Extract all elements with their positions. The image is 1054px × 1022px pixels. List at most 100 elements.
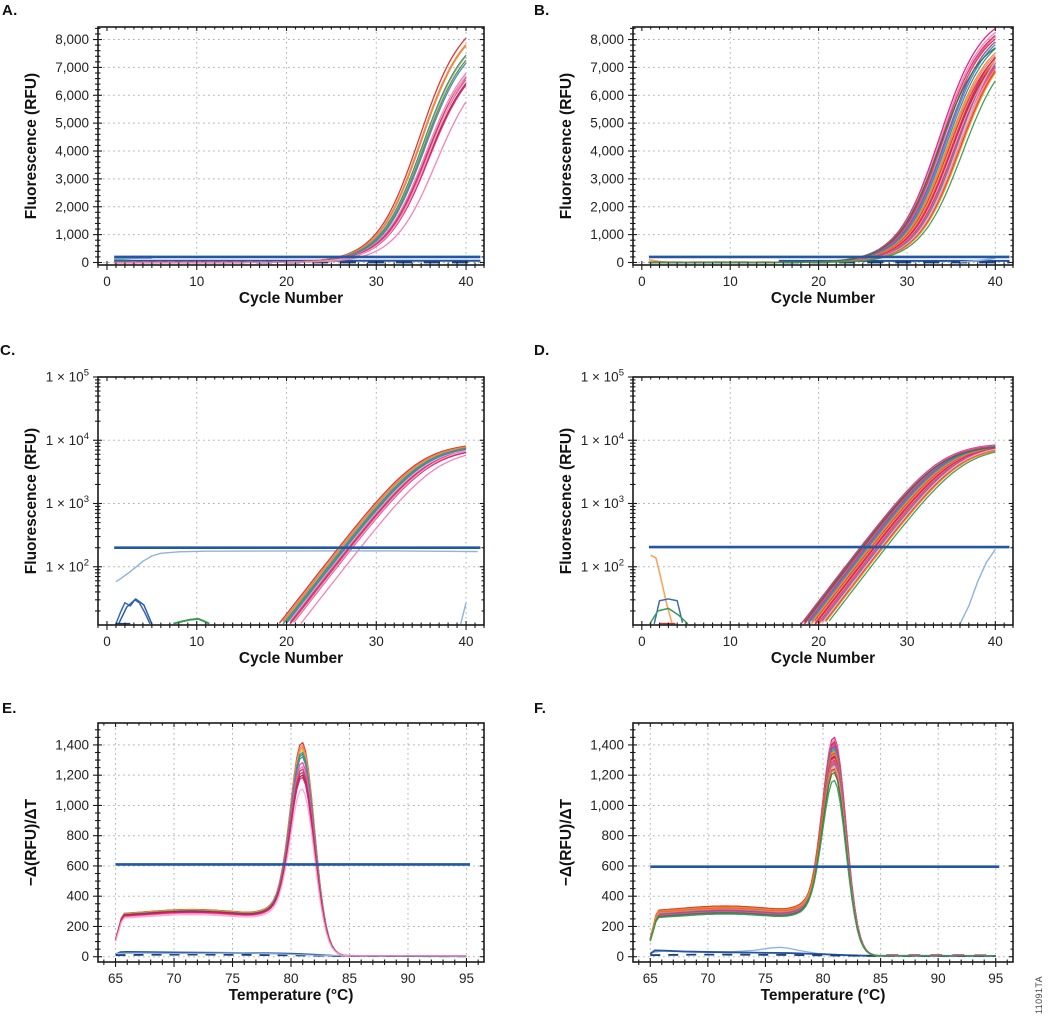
svg-text:0: 0 xyxy=(103,634,111,649)
svg-text:30: 30 xyxy=(899,634,914,649)
svg-text:1 × 103: 1 × 103 xyxy=(581,494,624,511)
svg-text:95: 95 xyxy=(988,971,1003,986)
svg-text:6,000: 6,000 xyxy=(590,88,624,103)
svg-text:95: 95 xyxy=(459,971,474,986)
svg-text:Fluorescence (RFU): Fluorescence (RFU) xyxy=(558,428,575,574)
svg-text:80: 80 xyxy=(815,971,830,986)
svg-text:0: 0 xyxy=(616,949,624,964)
svg-text:Cycle Number: Cycle Number xyxy=(239,650,343,667)
svg-text:2,000: 2,000 xyxy=(590,199,624,214)
figure-number-vertical-text: 11091TA xyxy=(1034,976,1044,1014)
svg-text:200: 200 xyxy=(601,919,624,934)
panel-a: A. 0 10 20 30 40 0 1,000 2,000 3,000 4,000 5,000 6,… xyxy=(0,0,527,330)
svg-text:800: 800 xyxy=(601,828,624,843)
svg-text:40: 40 xyxy=(988,274,1003,289)
svg-text:Temperature (°C): Temperature (°C) xyxy=(761,987,886,1004)
svg-text:75: 75 xyxy=(225,971,240,986)
svg-text:−Δ(RFU)/ΔT: −Δ(RFU)/ΔT xyxy=(558,798,575,886)
svg-text:Temperature (°C): Temperature (°C) xyxy=(229,987,354,1004)
svg-text:65: 65 xyxy=(643,971,658,986)
svg-text:40: 40 xyxy=(988,634,1003,649)
svg-text:400: 400 xyxy=(601,889,624,904)
panel-f: F. 65 70 75 80 85 90 95 0 200 400 600 800 1,000 1,200… xyxy=(527,680,1054,1022)
svg-text:3,000: 3,000 xyxy=(55,171,89,186)
svg-text:65: 65 xyxy=(108,971,123,986)
melt-peak-chart-f: 65 70 75 80 85 90 95 0 200 400 600 800 1,000 1,200 1,4… xyxy=(558,722,1014,1004)
svg-text:7,000: 7,000 xyxy=(590,60,624,75)
svg-text:5,000: 5,000 xyxy=(590,116,624,131)
panel-label-d: D. xyxy=(534,342,550,359)
svg-text:30: 30 xyxy=(369,634,384,649)
svg-text:1,200: 1,200 xyxy=(590,768,624,783)
svg-text:Fluorescence (RFU): Fluorescence (RFU) xyxy=(23,73,40,219)
svg-text:Cycle Number: Cycle Number xyxy=(771,290,875,307)
amplification-chart-linear-b: 0 10 20 30 40 0 1,000 2,000 3,000 4,000 5,000 6,000… xyxy=(558,26,1014,307)
svg-text:600: 600 xyxy=(66,858,89,873)
svg-text:20: 20 xyxy=(811,274,826,289)
panel-d: D. 0 10 20 30 40 1 × 102 1 × 103 1 × 104 1 × 105… xyxy=(527,330,1054,680)
svg-text:Cycle Number: Cycle Number xyxy=(239,290,343,307)
svg-text:1,000: 1,000 xyxy=(590,798,624,813)
svg-text:1 × 104: 1 × 104 xyxy=(46,431,89,448)
panel-e: E. 65 70 75 80 85 90 95 0 200 400 600 800 1,000 1,200… xyxy=(0,680,527,1022)
svg-text:8,000: 8,000 xyxy=(55,32,89,47)
panel-c: C. 0 10 20 30 40 1 × 102 1 × 103 1 × 104 1 × 105… xyxy=(0,330,527,680)
svg-text:4,000: 4,000 xyxy=(590,144,624,159)
amplification-chart-linear-a: 0 10 20 30 40 0 1,000 2,000 3,000 4,000 5,000 6,000… xyxy=(23,26,485,307)
svg-text:40: 40 xyxy=(459,634,474,649)
svg-text:7,000: 7,000 xyxy=(55,60,89,75)
svg-text:70: 70 xyxy=(167,971,182,986)
svg-text:Fluorescence (RFU): Fluorescence (RFU) xyxy=(558,73,575,219)
svg-text:1,000: 1,000 xyxy=(55,227,89,242)
svg-text:30: 30 xyxy=(369,274,384,289)
svg-text:1 × 102: 1 × 102 xyxy=(46,557,89,574)
svg-text:30: 30 xyxy=(899,274,914,289)
svg-text:85: 85 xyxy=(342,971,357,986)
panel-label-f: F. xyxy=(534,700,547,717)
panel-b: B. 0 10 20 30 40 0 1,000 2,000 3,000 4,000 5,000 6,… xyxy=(527,0,1054,330)
svg-text:200: 200 xyxy=(66,919,89,934)
svg-text:1,400: 1,400 xyxy=(590,737,624,752)
svg-text:40: 40 xyxy=(459,274,474,289)
svg-text:1,000: 1,000 xyxy=(590,227,624,242)
svg-text:20: 20 xyxy=(279,634,294,649)
melt-peak-chart-e: 65 70 75 80 85 90 95 0 200 400 600 800 1,000 1,200 1,4… xyxy=(23,722,485,1004)
svg-text:Cycle Number: Cycle Number xyxy=(771,650,875,667)
svg-text:600: 600 xyxy=(601,858,624,873)
svg-text:−Δ(RFU)/ΔT: −Δ(RFU)/ΔT xyxy=(23,798,40,886)
svg-text:1 × 105: 1 × 105 xyxy=(46,368,89,385)
svg-text:400: 400 xyxy=(66,889,89,904)
svg-text:10: 10 xyxy=(189,634,204,649)
svg-text:1,400: 1,400 xyxy=(55,737,89,752)
panel-label-b: B. xyxy=(534,2,550,19)
svg-text:8,000: 8,000 xyxy=(590,32,624,47)
panel-label-e: E. xyxy=(2,700,17,717)
svg-text:70: 70 xyxy=(700,971,715,986)
svg-text:10: 10 xyxy=(189,274,204,289)
svg-text:10: 10 xyxy=(723,274,738,289)
svg-text:1 × 105: 1 × 105 xyxy=(581,368,624,385)
svg-text:10: 10 xyxy=(723,634,738,649)
svg-text:90: 90 xyxy=(931,971,946,986)
svg-text:800: 800 xyxy=(66,828,89,843)
svg-text:90: 90 xyxy=(400,971,415,986)
svg-text:Fluorescence (RFU): Fluorescence (RFU) xyxy=(23,428,40,574)
svg-text:0: 0 xyxy=(81,255,89,270)
svg-text:2,000: 2,000 xyxy=(55,199,89,214)
svg-text:75: 75 xyxy=(758,971,773,986)
svg-text:1 × 102: 1 × 102 xyxy=(581,557,624,574)
svg-text:80: 80 xyxy=(283,971,298,986)
svg-text:85: 85 xyxy=(873,971,888,986)
svg-text:1,200: 1,200 xyxy=(55,768,89,783)
panel-label-c: C. xyxy=(0,342,16,359)
svg-text:0: 0 xyxy=(616,255,624,270)
svg-text:1 × 103: 1 × 103 xyxy=(46,494,89,511)
svg-text:1 × 104: 1 × 104 xyxy=(581,431,624,448)
svg-text:3,000: 3,000 xyxy=(590,171,624,186)
svg-text:0: 0 xyxy=(103,274,111,289)
svg-text:0: 0 xyxy=(638,274,646,289)
svg-text:20: 20 xyxy=(279,274,294,289)
svg-text:0: 0 xyxy=(81,949,89,964)
amplification-chart-log-c: 0 10 20 30 40 1 × 102 1 × 103 1 × 104 1 × 105 Cyc… xyxy=(23,368,485,667)
